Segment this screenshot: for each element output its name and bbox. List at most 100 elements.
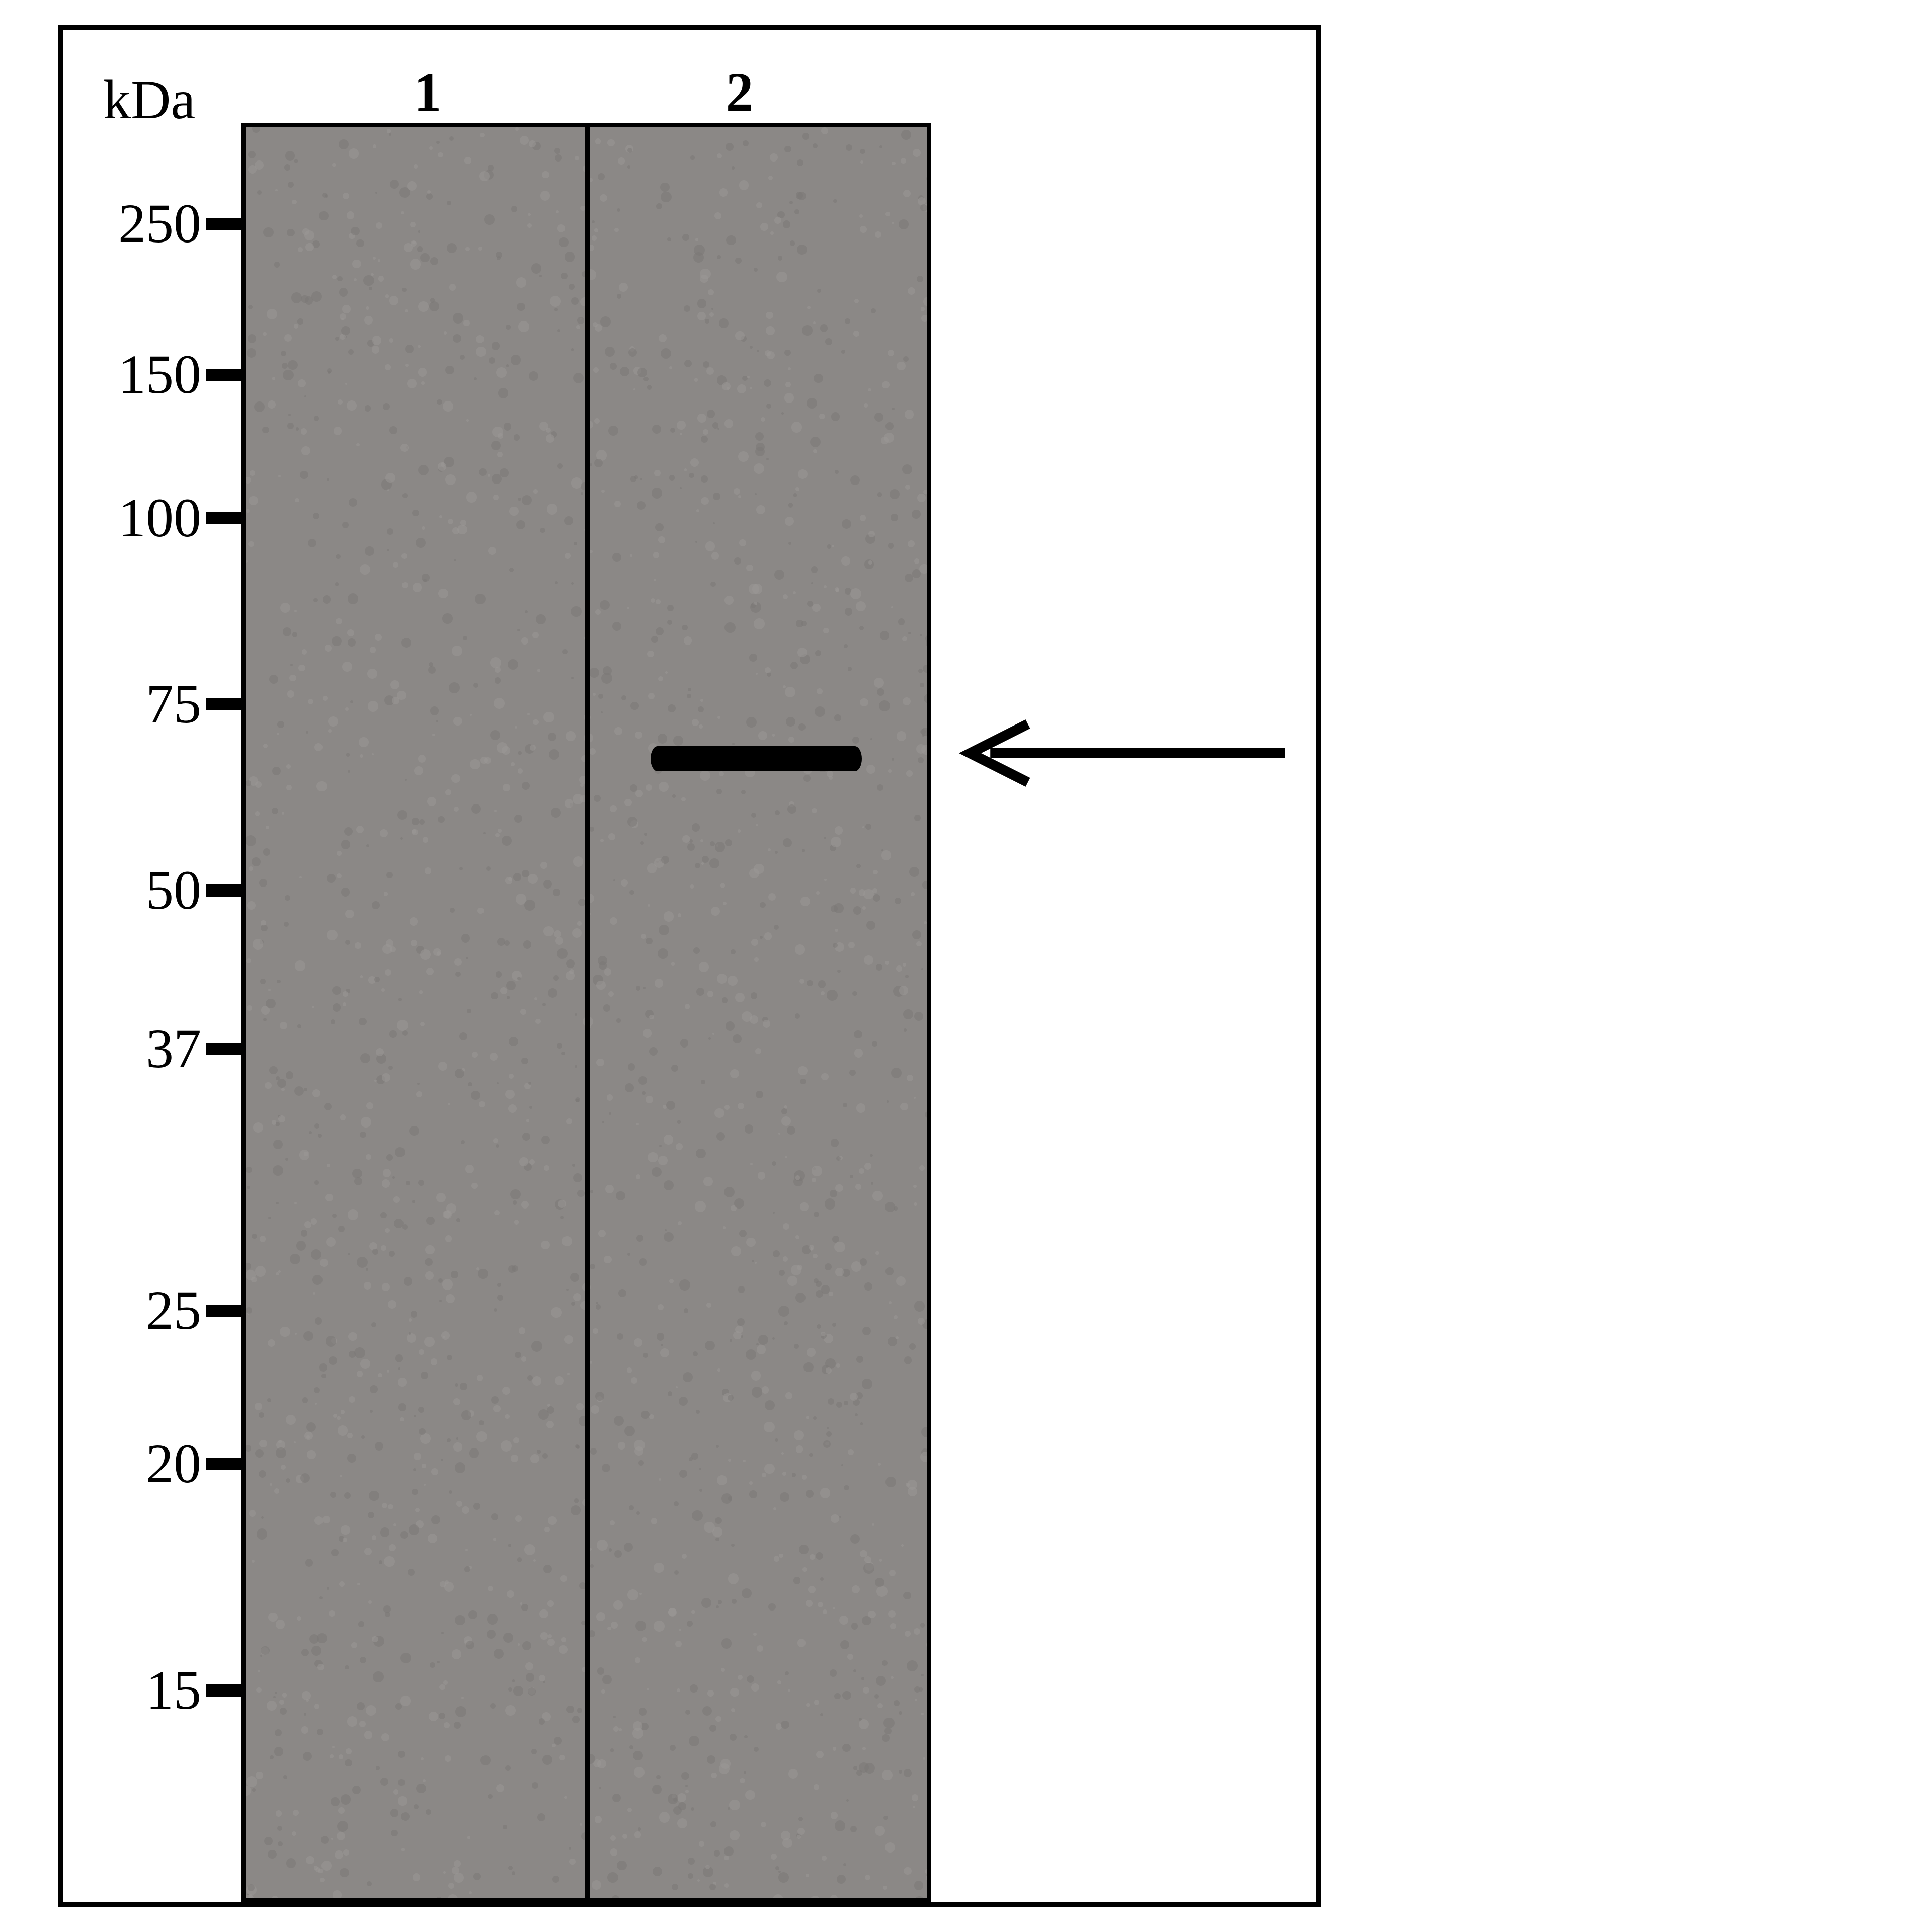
noise-speck <box>827 771 833 777</box>
noise-speck <box>868 560 872 565</box>
noise-speck <box>392 1176 395 1179</box>
noise-speck <box>284 922 289 927</box>
noise-speck <box>405 364 409 367</box>
noise-speck <box>397 810 407 820</box>
noise-speck <box>821 1073 829 1081</box>
noise-speck <box>555 154 562 162</box>
noise-speck <box>267 1398 271 1402</box>
noise-speck <box>500 987 507 994</box>
noise-speck <box>345 1665 349 1670</box>
noise-speck <box>613 1726 619 1732</box>
noise-speck <box>345 707 349 711</box>
noise-speck <box>356 239 364 248</box>
lane-divider <box>585 127 590 1902</box>
noise-speck <box>860 160 863 164</box>
noise-speck <box>823 1440 831 1448</box>
noise-speck <box>328 729 332 733</box>
noise-speck <box>461 1697 464 1699</box>
noise-speck <box>263 227 273 237</box>
noise-speck <box>792 1473 796 1477</box>
noise-speck <box>621 695 626 700</box>
noise-speck <box>834 1693 841 1700</box>
noise-speck <box>456 1218 460 1222</box>
noise-speck <box>646 938 652 944</box>
noise-speck <box>866 765 875 774</box>
noise-speck <box>667 620 672 625</box>
noise-speck <box>366 844 369 847</box>
noise-speck <box>252 1234 257 1239</box>
noise-speck <box>282 363 288 369</box>
noise-speck <box>785 382 791 387</box>
noise-speck <box>287 229 294 236</box>
noise-speck <box>784 1321 788 1325</box>
noise-speck <box>555 937 564 945</box>
noise-speck <box>833 1747 837 1751</box>
noise-speck <box>812 604 821 612</box>
noise-speck <box>622 1834 627 1839</box>
noise-speck <box>672 794 676 798</box>
noise-speck <box>907 1660 918 1671</box>
noise-speck <box>409 1126 419 1136</box>
noise-speck <box>816 1751 824 1758</box>
noise-speck <box>738 1675 743 1680</box>
noise-speck <box>795 1293 806 1303</box>
noise-speck <box>547 1600 553 1606</box>
noise-speck <box>360 975 363 978</box>
noise-speck <box>372 336 382 345</box>
noise-speck <box>865 824 871 830</box>
noise-speck <box>313 598 317 602</box>
noise-speck <box>774 925 779 930</box>
noise-speck <box>528 1687 536 1696</box>
noise-speck <box>870 738 872 740</box>
noise-speck <box>764 1464 775 1474</box>
noise-speck <box>823 628 829 633</box>
noise-speck <box>883 1718 895 1729</box>
noise-speck <box>709 1725 716 1732</box>
noise-speck <box>498 388 508 398</box>
noise-speck <box>655 523 663 531</box>
noise-speck <box>357 1702 365 1711</box>
noise-speck <box>417 1083 419 1085</box>
noise-speck <box>420 1433 431 1444</box>
noise-speck <box>543 880 552 889</box>
noise-speck <box>738 1286 745 1293</box>
noise-speck <box>899 986 908 995</box>
noise-speck <box>264 1837 273 1845</box>
noise-speck <box>529 1159 535 1165</box>
noise-speck <box>326 1336 337 1347</box>
noise-speck <box>594 228 598 232</box>
noise-speck <box>274 1488 280 1494</box>
noise-speck <box>728 1395 734 1401</box>
noise-speck <box>488 474 490 476</box>
noise-speck <box>817 688 823 695</box>
noise-speck <box>508 1104 517 1113</box>
noise-speck <box>424 1484 426 1486</box>
noise-speck <box>692 823 700 832</box>
noise-speck <box>912 930 921 939</box>
noise-speck <box>755 1048 761 1054</box>
noise-speck <box>331 1549 339 1557</box>
noise-speck <box>803 775 811 782</box>
noise-speck <box>296 427 299 430</box>
noise-speck <box>613 879 615 881</box>
noise-speck <box>638 1460 644 1466</box>
noise-speck <box>384 1899 394 1902</box>
noise-speck <box>906 770 913 777</box>
noise-speck <box>677 1688 680 1692</box>
noise-speck <box>331 1019 335 1024</box>
noise-speck <box>519 1157 528 1166</box>
noise-speck <box>596 1304 601 1310</box>
noise-speck <box>444 331 447 335</box>
noise-speck <box>383 1169 391 1177</box>
noise-speck <box>659 782 669 792</box>
band-indicator-arrow <box>931 714 1325 792</box>
noise-speck <box>797 1828 805 1835</box>
noise-speck <box>681 1772 689 1780</box>
noise-speck <box>528 874 538 884</box>
noise-speck <box>255 1266 266 1277</box>
noise-speck <box>850 588 861 599</box>
noise-speck <box>364 1548 372 1555</box>
noise-speck <box>764 379 771 387</box>
noise-speck <box>654 470 661 476</box>
noise-speck <box>835 1268 843 1276</box>
